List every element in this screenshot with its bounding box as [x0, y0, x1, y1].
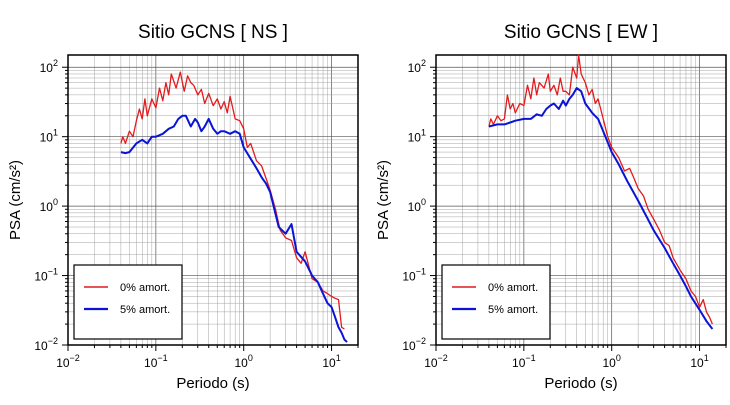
- x-tick-label: 100: [235, 353, 253, 370]
- x-tick-label: 10−2: [56, 353, 80, 370]
- x-axis-label: Periodo (s): [544, 375, 617, 392]
- legend-box: [73, 264, 183, 340]
- y-tick-label: 100: [408, 197, 426, 214]
- series-line-0-amort: [120, 71, 345, 330]
- grid: [67, 55, 359, 346]
- y-tick-label: 101: [408, 128, 426, 145]
- plot-frame: [435, 54, 727, 346]
- legend-label: 0% amort.: [488, 282, 538, 294]
- y-tick-label: 101: [40, 128, 58, 145]
- series-line-0-amort: [488, 54, 713, 325]
- y-tick-label: 100: [40, 197, 58, 214]
- x-tick-label: 100: [603, 353, 621, 370]
- x-tick-label: 101: [322, 353, 340, 370]
- chart-1: 10−2 10−1 100 101 10−2 10−1 100 101 102 Sitio GCN…: [375, 22, 727, 392]
- chart-title: Sitio GCNS [ EW ]: [504, 22, 658, 43]
- y-tick-label: 102: [408, 58, 426, 75]
- legend: 0% amort. 5% amort.: [441, 264, 551, 340]
- legend-label: 5% amort.: [120, 304, 170, 316]
- legend-box: [441, 264, 551, 340]
- series-line-5-amort: [488, 87, 714, 330]
- x-axis-label: Periodo (s): [176, 375, 249, 392]
- plot-frame: [67, 54, 359, 346]
- y-tick-label: 10−2: [402, 336, 426, 353]
- x-tick-label: 101: [690, 353, 708, 370]
- x-tick-label: 10−2: [424, 353, 448, 370]
- chart-0: 10−2 10−1 100 101 10−2 10−1 100 101 102 Sitio GCN…: [7, 22, 359, 392]
- chart-title: Sitio GCNS [ NS ]: [138, 22, 288, 43]
- y-tick-label: 10−2: [34, 336, 58, 353]
- y-tick-label: 10−1: [402, 267, 426, 284]
- legend-label: 5% amort.: [488, 304, 538, 316]
- x-tick-label: 10−1: [512, 353, 536, 370]
- y-tick-label: 102: [40, 58, 58, 75]
- y-tick-label: 10−1: [34, 267, 58, 284]
- y-axis-label: PSA (cm/s²): [375, 160, 392, 240]
- x-tick-label: 10−1: [144, 353, 168, 370]
- legend-label: 0% amort.: [120, 282, 170, 294]
- series-line-5-amort: [120, 114, 348, 343]
- y-axis-label: PSA (cm/s²): [7, 160, 24, 240]
- legend: 0% amort. 5% amort.: [73, 264, 183, 340]
